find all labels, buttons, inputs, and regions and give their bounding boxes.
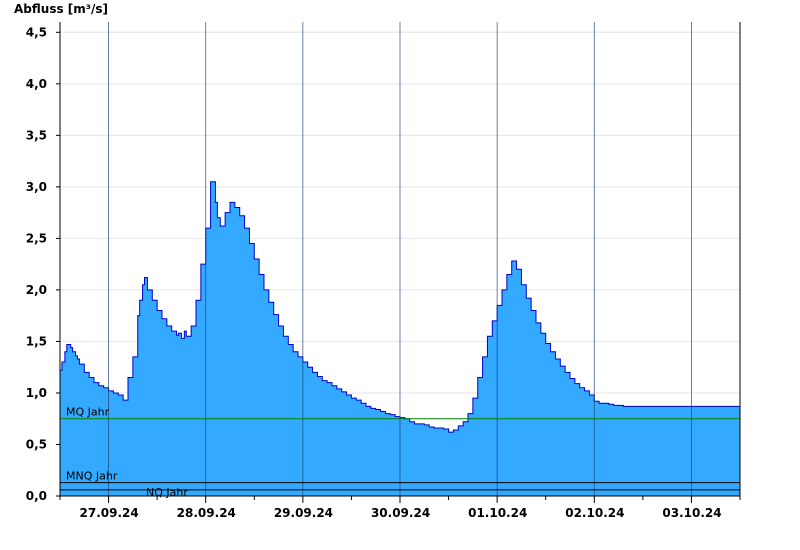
y-tick-label: 1,0	[26, 386, 47, 400]
y-tick-label: 0,5	[26, 437, 47, 451]
x-tick-label: 30.09.24	[371, 506, 430, 520]
y-ticks: 0,0 0,5 1,0 1,5 2,0 2,5 3,0 3,5 4,0 4,5	[26, 25, 60, 503]
y-axis-title: Abfluss [m³/s]	[14, 2, 108, 16]
y-tick-label: 4,0	[26, 77, 47, 91]
y-tick-label: 0,0	[26, 489, 47, 503]
discharge-area	[60, 181, 740, 496]
y-tick-label: 3,0	[26, 180, 47, 194]
x-tick-label: 03.10.24	[662, 506, 721, 520]
reference-lines: MQ Jahr MNQ Jahr NQ Jahr	[60, 406, 740, 499]
y-tick-label: 2,5	[26, 231, 47, 245]
discharge-line	[60, 181, 740, 433]
day-separators	[108, 22, 692, 496]
y-tick-label: 1,5	[26, 334, 47, 348]
x-tick-label: 27.09.24	[80, 506, 139, 520]
x-tick-label: 28.09.24	[177, 506, 236, 520]
x-tick-label: 01.10.24	[468, 506, 527, 520]
ref-line-label: MNQ Jahr	[66, 470, 118, 483]
ref-line-label: NQ Jahr	[146, 486, 188, 499]
x-tick-label: 02.10.24	[565, 506, 624, 520]
y-tick-label: 3,5	[26, 128, 47, 142]
ref-line-label: MQ Jahr	[66, 406, 110, 419]
x-ticks: 27.09.24 28.09.24 29.09.24 30.09.24 01.10.24…	[59, 496, 741, 520]
y-tick-label: 4,5	[26, 25, 47, 39]
y-tick-label: 2,0	[26, 283, 47, 297]
x-tick-label: 29.09.24	[274, 506, 333, 520]
